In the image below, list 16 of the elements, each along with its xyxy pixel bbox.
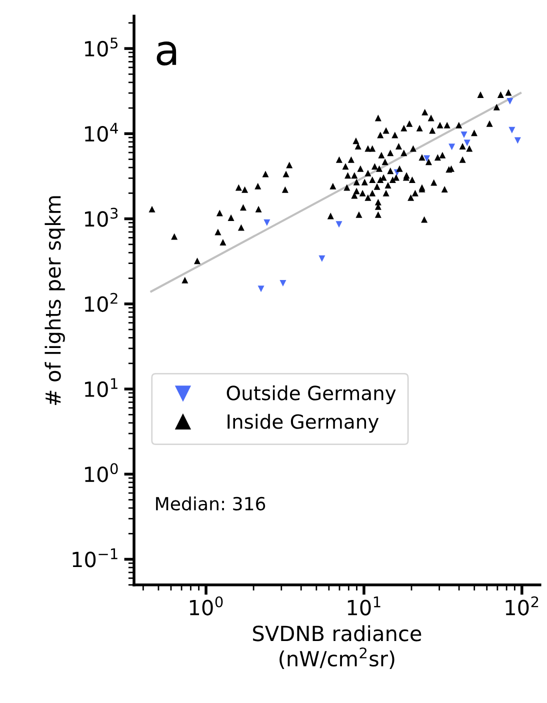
x-tick-label: 10$^{1}$ bbox=[348, 596, 380, 616]
legend-label: Outside Germany bbox=[226, 385, 396, 404]
annotation: Median: 316 bbox=[156, 496, 266, 511]
y-tick-label: 10$^{1}$ bbox=[85, 378, 118, 398]
x-tick-label: 10$^{2}$ bbox=[506, 596, 538, 616]
annotation: a bbox=[156, 42, 176, 66]
y-tick-label: 10$^{5}$ bbox=[85, 38, 118, 57]
y-tick-label: 10$^{−1}$ bbox=[72, 548, 118, 568]
legend-label: Inside Germany bbox=[228, 414, 379, 433]
x-tick-label: 10$^{0}$ bbox=[190, 596, 223, 616]
y-tick-label: 10$^{4}$ bbox=[85, 122, 118, 142]
y-tick-label: 10$^{0}$ bbox=[85, 463, 118, 482]
x-axis-title: SVDNB radiance (nW/cm$^{2}$sr) bbox=[253, 625, 422, 669]
y-tick-label: 10$^{2}$ bbox=[85, 292, 118, 312]
y-tick-label: 10$^{3}$ bbox=[85, 208, 118, 227]
y-axis-title: # of lights per sqkm bbox=[44, 196, 65, 405]
